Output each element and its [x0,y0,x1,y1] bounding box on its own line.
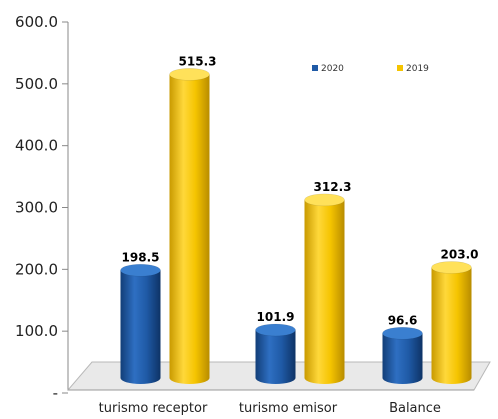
legend-label-2019: 2019 [406,64,429,74]
legend-label-2020: 2020 [321,64,344,74]
data-label-2020-2: 96.6 [388,313,418,327]
bar-top-2019-2 [431,261,472,274]
bar-2019-2 [431,267,472,384]
category-label: turismo emisor [239,401,338,416]
y-tick-label: 400.0 [15,137,58,155]
category-label: Balance [389,401,441,416]
data-label-2019-2: 203.0 [441,247,479,261]
bar-2020-0 [120,270,161,384]
bar-top-2020-0 [120,264,161,277]
bar-2019-0 [169,74,210,384]
y-tick-label: 600.0 [15,13,58,31]
data-label-2020-1: 101.9 [257,310,295,324]
data-label-2020-0: 198.5 [122,250,160,264]
bar-top-2019-0 [169,68,210,81]
bar-2019-1 [304,199,345,384]
y-tick-label: - [53,384,58,402]
y-tick-label: 100.0 [15,322,58,340]
y-axis-ticks: 600.0 500.0 400.0 300.0 200.0 100.0 - [15,13,68,402]
bar-top-2019-1 [304,193,345,207]
data-labels-group: 198.5 515.3 101.9 312.3 96.6 203.0 [122,54,479,327]
y-tick-label: 200.0 [15,260,58,278]
bar-2020-2 [382,333,423,384]
legend-swatch-2020 [312,65,318,71]
category-label: turismo receptor [99,401,208,416]
bar-2020-1 [255,329,296,384]
bars-group [120,68,472,384]
y-tick-label: 300.0 [15,199,58,217]
legend-swatch-2019 [397,65,403,71]
bar-top-2020-1 [255,323,296,337]
legend: 2020 2019 [312,64,429,74]
y-tick-label: 500.0 [15,75,58,93]
category-labels: turismo receptor turismo emisor Balance [99,401,441,416]
data-label-2019-0: 515.3 [179,54,217,68]
data-label-2019-1: 312.3 [314,180,352,194]
bar-top-2020-2 [382,327,423,340]
